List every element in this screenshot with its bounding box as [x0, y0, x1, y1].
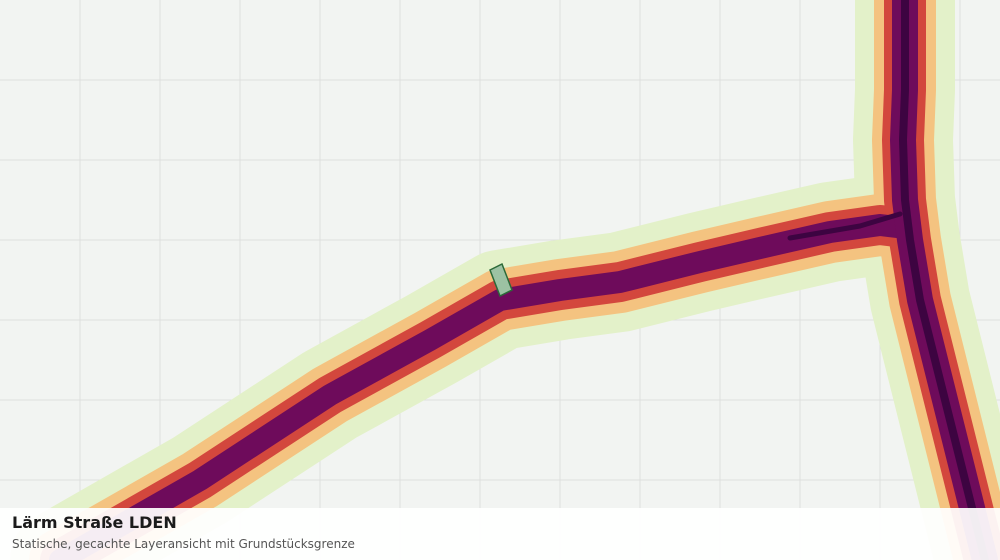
subtitle: Statische, gecachte Layeransicht mit Gru… — [12, 537, 355, 551]
parcel-boundary — [489, 262, 513, 298]
title: Lärm Straße LDEN — [12, 513, 177, 532]
footer: Lärm Straße LDEN Statische, gecachte Lay… — [0, 508, 1000, 560]
noise-layer — [60, 0, 985, 560]
